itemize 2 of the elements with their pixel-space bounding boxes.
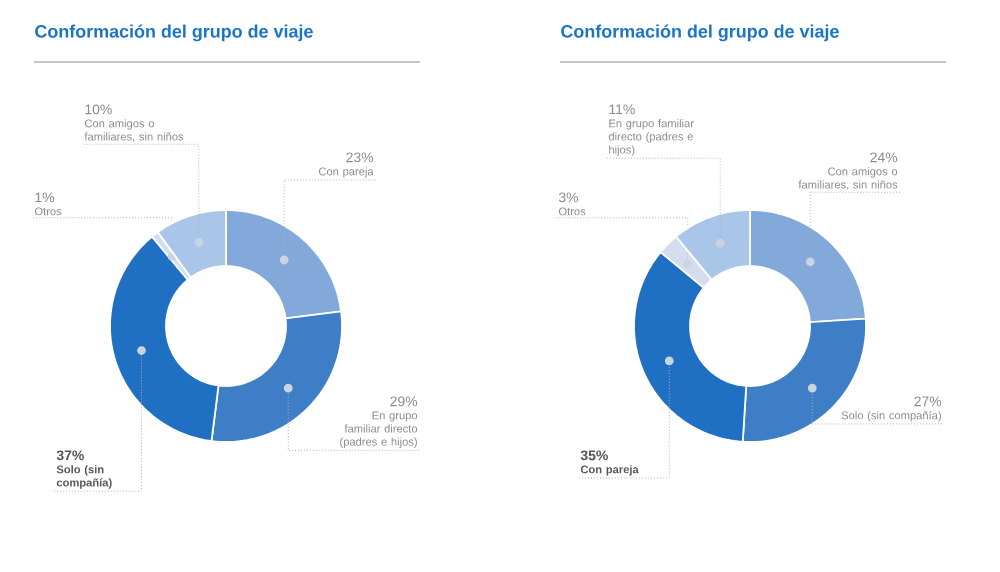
- chart-title: Conformación del grupo de viaje: [561, 24, 839, 42]
- chart-title: Conformación del grupo de viaje: [35, 24, 313, 42]
